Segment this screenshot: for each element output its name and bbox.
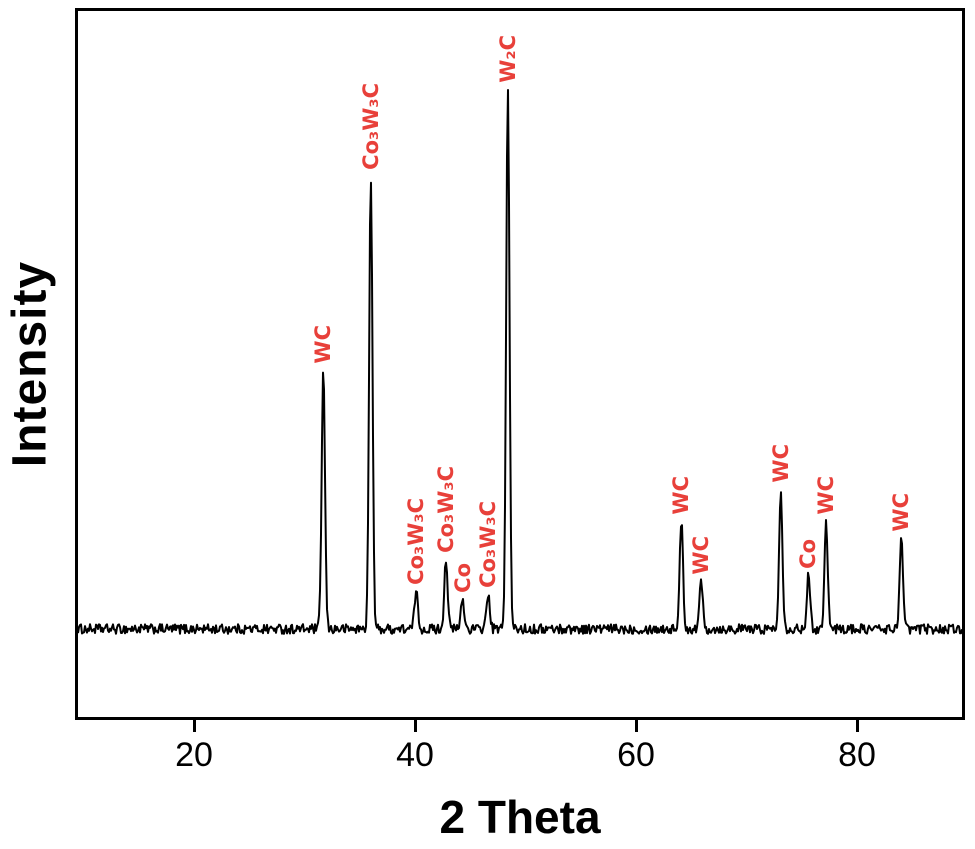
plot-area: WC Co₃W₃C Co₃W₃C Co₃W₃C Co Co₃W₃C W₂C WC WC WC Co W… (75, 8, 965, 720)
x-tick-mark (192, 720, 196, 732)
x-tick-label: 80 (838, 736, 876, 774)
x-tick-label: 60 (617, 736, 655, 774)
x-tick-mark (855, 720, 859, 732)
x-tick-mark (634, 720, 638, 732)
x-axis-title: 2 Theta (439, 791, 601, 843)
x-tick-label: 20 (175, 736, 213, 774)
x-tick-mark (413, 720, 417, 732)
x-tick-label: 40 (396, 736, 434, 774)
xrd-trace (78, 89, 962, 635)
